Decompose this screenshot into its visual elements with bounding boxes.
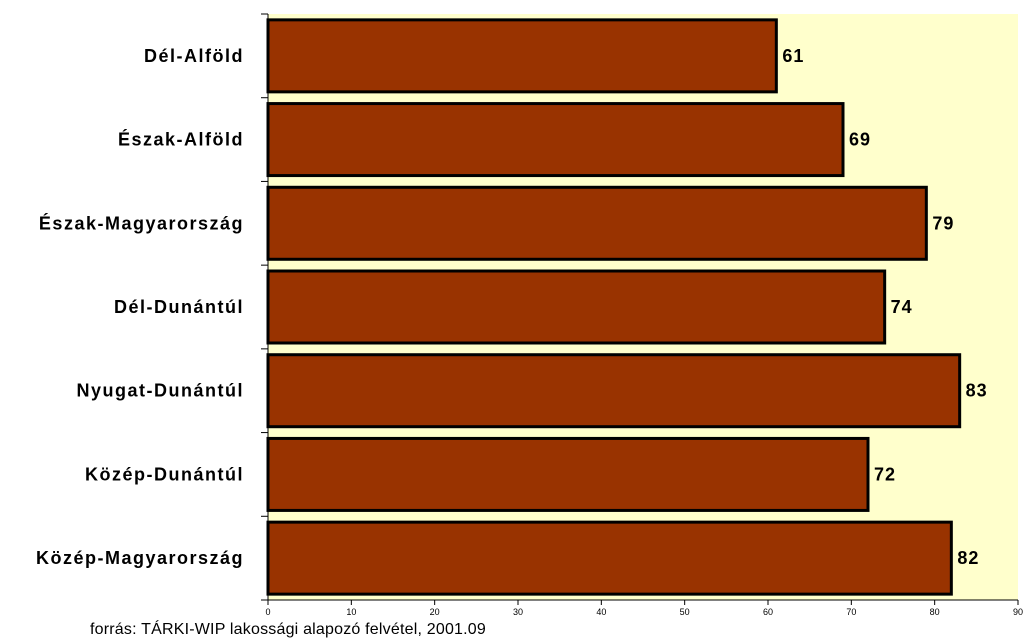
source-note: forrás: TÁRKI-WIP lakossági alapozó felv… xyxy=(90,621,486,638)
bar xyxy=(266,353,962,429)
category-labels: Dél-Alföld Észak-Alföld Észak-Magyarország… xyxy=(36,46,244,568)
x-tick-label: 50 xyxy=(680,607,690,617)
data-label: 79 xyxy=(932,213,954,233)
data-label: 61 xyxy=(782,46,804,66)
x-tick-label: 0 xyxy=(265,607,270,617)
bar xyxy=(266,436,870,512)
x-tick-label: 40 xyxy=(596,607,606,617)
data-label: 69 xyxy=(849,130,871,150)
x-tick-label: 20 xyxy=(430,607,440,617)
bar xyxy=(266,520,953,596)
category-label: Észak-Magyarország xyxy=(39,212,244,233)
category-label: Dél-Alföld xyxy=(144,46,244,66)
bar xyxy=(266,185,928,261)
bar xyxy=(266,18,778,94)
x-tick-label: 90 xyxy=(1013,607,1023,617)
x-tick-label: 70 xyxy=(846,607,856,617)
category-label: Nyugat-Dunántúl xyxy=(77,381,244,401)
category-label: Észak-Alföld xyxy=(118,129,244,150)
value-labels: 61 69 79 74 83 72 82 xyxy=(782,46,988,568)
category-label: Dél-Dunántúl xyxy=(114,297,244,317)
bar xyxy=(266,102,845,178)
bars-group xyxy=(266,18,962,596)
data-label: 82 xyxy=(957,548,979,568)
x-tick-label: 80 xyxy=(930,607,940,617)
x-tick-label: 60 xyxy=(763,607,773,617)
axes-group: 0 10 20 30 40 50 60 70 80 90 xyxy=(261,13,1023,617)
x-tick-label: 10 xyxy=(346,607,356,617)
x-tick-label: 30 xyxy=(513,607,523,617)
category-label: Közép-Dunántúl xyxy=(85,464,244,484)
bar xyxy=(266,269,887,345)
data-label: 83 xyxy=(966,381,988,401)
data-label: 74 xyxy=(891,297,913,317)
category-label: Közép-Magyarország xyxy=(36,548,244,568)
data-label: 72 xyxy=(874,464,896,484)
